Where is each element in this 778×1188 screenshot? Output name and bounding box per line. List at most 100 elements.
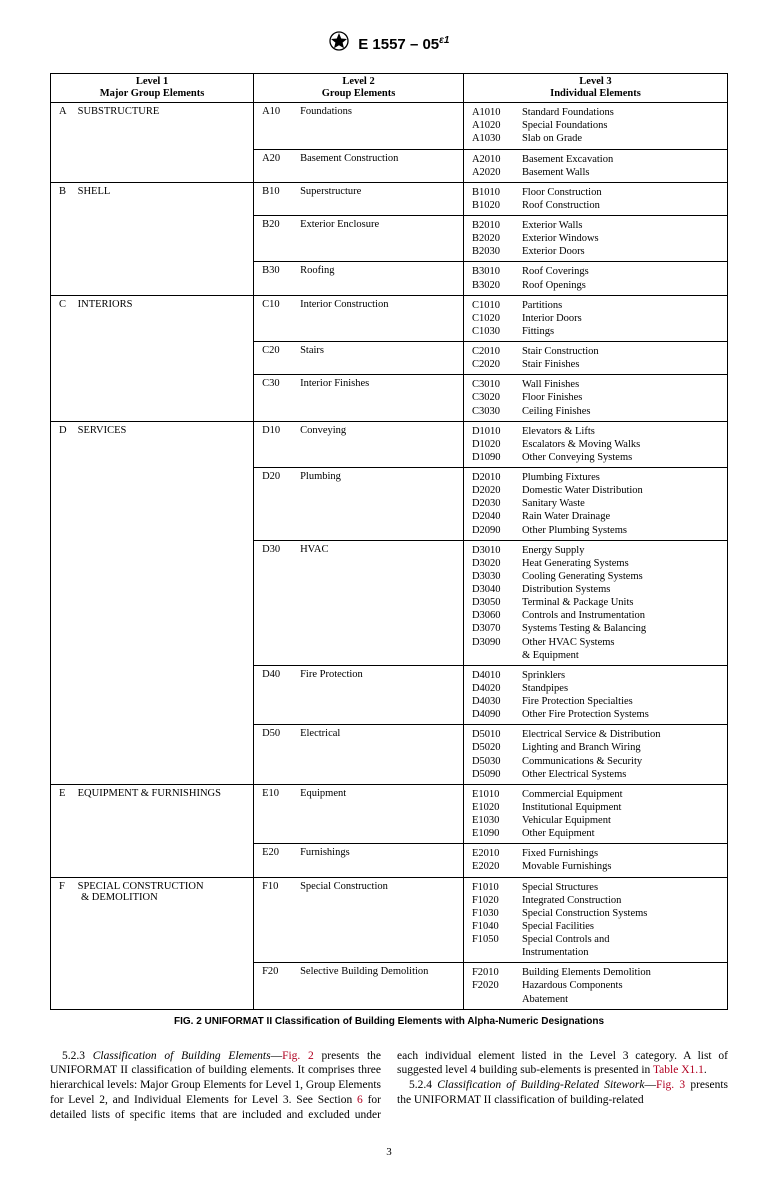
item-code: F1010: [472, 881, 522, 894]
classification-tbody: A SUBSTRUCTUREA10FoundationsA1010Standar…: [51, 103, 728, 1010]
item-name: Hazardous Components: [522, 979, 623, 992]
group-name: Selective Building Demolition: [300, 966, 428, 977]
item-row-cont: Instrumentation: [472, 946, 723, 959]
major-code: E: [59, 788, 75, 799]
para-title: Classification of Building Elements: [93, 1050, 271, 1062]
fig-ref: Fig. 2: [282, 1050, 314, 1062]
group-cell: F20Selective Building Demolition: [254, 963, 464, 1009]
item-code: E2010: [472, 847, 522, 860]
item-code: D3030: [472, 570, 522, 583]
item-name: Lighting and Branch Wiring: [522, 741, 641, 754]
group-code: B10: [262, 186, 300, 197]
item-name: Elevators & Lifts: [522, 425, 595, 438]
group-name: Special Construction: [300, 881, 388, 892]
item-row: F1040Special Facilities: [472, 920, 723, 933]
item-name: Slab on Grade: [522, 132, 582, 145]
item-name: Distribution Systems: [522, 583, 610, 596]
item-code: D2090: [472, 524, 522, 537]
item-row: C3010Wall Finishes: [472, 378, 723, 391]
item-code: D3040: [472, 583, 522, 596]
para-num: 5.2.4: [409, 1079, 437, 1091]
group-name: Furnishings: [300, 847, 350, 858]
item-name: Special Construction Systems: [522, 907, 647, 920]
major-group-cell: A SUBSTRUCTURE: [51, 103, 254, 183]
body-columns: 5.2.3 Classification of Building Element…: [50, 1049, 728, 1123]
item-name: Controls and Instrumentation: [522, 609, 645, 622]
group-name: Electrical: [300, 728, 340, 739]
major-group-cell: E EQUIPMENT & FURNISHINGS: [51, 784, 254, 877]
item-code: D1010: [472, 425, 522, 438]
group-cell: D20Plumbing: [254, 468, 464, 541]
item-row: D3070Systems Testing & Balancing: [472, 622, 723, 635]
item-code: F1050: [472, 933, 522, 946]
items-cell: C3010Wall FinishesC3020Floor FinishesC30…: [463, 375, 727, 421]
item-row: B1010Floor Construction: [472, 186, 723, 199]
group-code: B30: [262, 265, 300, 276]
item-code: F1020: [472, 894, 522, 907]
group-name: Exterior Enclosure: [300, 219, 379, 230]
item-code: A2010: [472, 153, 522, 166]
item-row: C2010Stair Construction: [472, 345, 723, 358]
item-name: Commercial Equipment: [522, 788, 623, 801]
item-name: Basement Walls: [522, 166, 590, 179]
item-row: E2020Movable Furnishings: [472, 860, 723, 873]
item-code: E1090: [472, 827, 522, 840]
group-name: Roofing: [300, 265, 334, 276]
astm-logo-icon: [328, 30, 350, 57]
major-code: D: [59, 425, 75, 436]
item-row: B1020Roof Construction: [472, 199, 723, 212]
group-name: Interior Finishes: [300, 378, 369, 389]
item-row: B2010Exterior Walls: [472, 219, 723, 232]
group-name: Fire Protection: [300, 669, 363, 680]
items-cell: D3010Energy SupplyD3020Heat Generating S…: [463, 540, 727, 665]
item-name: Stair Finishes: [522, 358, 579, 371]
item-row: D5020Lighting and Branch Wiring: [472, 741, 723, 754]
item-name: Floor Finishes: [522, 391, 582, 404]
item-code: C1010: [472, 299, 522, 312]
item-code: E1020: [472, 801, 522, 814]
items-cell: B2010Exterior WallsB2020Exterior Windows…: [463, 216, 727, 262]
item-code: D3090: [472, 636, 522, 649]
item-row: A2010Basement Excavation: [472, 153, 723, 166]
item-name: Special Foundations: [522, 119, 607, 132]
item-row: A1010Standard Foundations: [472, 106, 723, 119]
col-header-level3: Level 3 Individual Elements: [463, 74, 727, 103]
item-code: B2010: [472, 219, 522, 232]
item-name: Fire Protection Specialties: [522, 695, 633, 708]
item-row: D2030Sanitary Waste: [472, 497, 723, 510]
major-name: SERVICES: [78, 425, 127, 436]
item-row-cont: Abatement: [472, 993, 723, 1006]
item-row: B2020Exterior Windows: [472, 232, 723, 245]
designation-text: E 1557 – 05: [358, 36, 439, 53]
item-code: D3060: [472, 609, 522, 622]
item-name: Electrical Service & Distribution: [522, 728, 661, 741]
item-name: Plumbing Fixtures: [522, 471, 600, 484]
para-5-2-4: 5.2.4 Classification of Building-Related…: [397, 1078, 728, 1107]
item-name: Vehicular Equipment: [522, 814, 611, 827]
major-name: EQUIPMENT & FURNISHINGS: [78, 788, 221, 799]
item-row: D4090Other Fire Protection Systems: [472, 708, 723, 721]
item-name: Sprinklers: [522, 669, 565, 682]
group-name: HVAC: [300, 544, 328, 555]
item-code: B2030: [472, 245, 522, 258]
group-name: Plumbing: [300, 471, 341, 482]
item-row: A2020Basement Walls: [472, 166, 723, 179]
items-cell: D4010SprinklersD4020StandpipesD4030Fire …: [463, 665, 727, 725]
item-row: E1030Vehicular Equipment: [472, 814, 723, 827]
item-row: D2010Plumbing Fixtures: [472, 471, 723, 484]
item-row: D4020Standpipes: [472, 682, 723, 695]
group-cell: D40Fire Protection: [254, 665, 464, 725]
group-name: Stairs: [300, 345, 324, 356]
items-cell: C2010Stair ConstructionC2020Stair Finish…: [463, 342, 727, 375]
item-row: D5030Communications & Security: [472, 755, 723, 768]
item-name: Roof Coverings: [522, 265, 589, 278]
items-cell: A1010Standard FoundationsA1020Special Fo…: [463, 103, 727, 149]
major-group-cell: D SERVICES: [51, 421, 254, 784]
item-name: Systems Testing & Balancing: [522, 622, 646, 635]
item-row: B3010Roof Coverings: [472, 265, 723, 278]
item-name: Integrated Construction: [522, 894, 621, 907]
item-name: Exterior Walls: [522, 219, 583, 232]
group-code: D40: [262, 669, 300, 680]
item-code: D3050: [472, 596, 522, 609]
item-code: A2020: [472, 166, 522, 179]
